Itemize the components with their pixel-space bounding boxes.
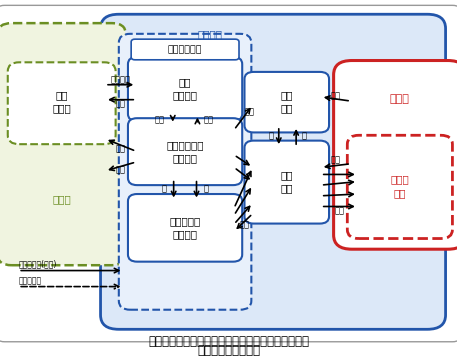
Text: 集荷: 集荷 xyxy=(115,99,125,109)
Text: 指示: 指示 xyxy=(203,115,213,124)
FancyBboxPatch shape xyxy=(128,57,242,121)
Text: 高齢
生産者: 高齢 生産者 xyxy=(52,90,71,113)
Text: 買い物
弱者: 買い物 弱者 xyxy=(390,174,409,198)
Text: 集荷依頼: 集荷依頼 xyxy=(110,75,130,85)
Text: 伝: 伝 xyxy=(161,184,166,193)
Text: 指示: 指示 xyxy=(245,108,255,117)
Text: 納: 納 xyxy=(268,132,273,141)
Text: 受発注・加工
システム: 受発注・加工 システム xyxy=(166,140,204,163)
FancyBboxPatch shape xyxy=(334,61,457,249)
Text: 受取: 受取 xyxy=(331,156,341,165)
Text: 報システムの概略図: 報システムの概略図 xyxy=(197,344,260,356)
Text: 品: 品 xyxy=(302,132,307,141)
FancyBboxPatch shape xyxy=(244,72,329,132)
Text: 図１　地元農産物の集荷・加工・販売・配達支援情: 図１ 地元農産物の集荷・加工・販売・配達支援情 xyxy=(148,335,309,348)
FancyBboxPatch shape xyxy=(128,194,242,262)
Text: 達: 達 xyxy=(204,184,209,193)
FancyBboxPatch shape xyxy=(244,141,329,224)
FancyBboxPatch shape xyxy=(0,23,126,265)
Text: 伝達: 伝達 xyxy=(155,115,165,124)
Text: 納品: 納品 xyxy=(115,166,125,175)
FancyBboxPatch shape xyxy=(101,14,446,329)
Text: 生鮮農産物(食品): 生鮮農産物(食品) xyxy=(18,260,57,269)
Text: 加工
部門: 加工 部門 xyxy=(281,90,293,113)
Text: 指示: 指示 xyxy=(239,220,250,230)
Text: 注文: 注文 xyxy=(331,91,341,101)
FancyBboxPatch shape xyxy=(0,5,457,342)
FancyBboxPatch shape xyxy=(347,135,452,239)
Text: 発注: 発注 xyxy=(115,144,125,153)
FancyBboxPatch shape xyxy=(119,34,251,310)
Text: 配達: 配達 xyxy=(334,206,344,215)
Text: 地元組織: 地元組織 xyxy=(198,29,223,39)
Text: 販売・配達
システム: 販売・配達 システム xyxy=(170,216,201,240)
Text: 消費者: 消費者 xyxy=(390,94,410,104)
Text: 販売
部門: 販売 部門 xyxy=(281,170,293,193)
Text: 集荷
システム: 集荷 システム xyxy=(173,77,197,100)
FancyBboxPatch shape xyxy=(128,118,242,185)
FancyBboxPatch shape xyxy=(131,39,239,60)
Text: 生産者: 生産者 xyxy=(52,194,71,204)
Text: 情報システム: 情報システム xyxy=(168,45,202,54)
Text: カット野菜: カット野菜 xyxy=(18,276,42,285)
FancyBboxPatch shape xyxy=(8,62,116,144)
